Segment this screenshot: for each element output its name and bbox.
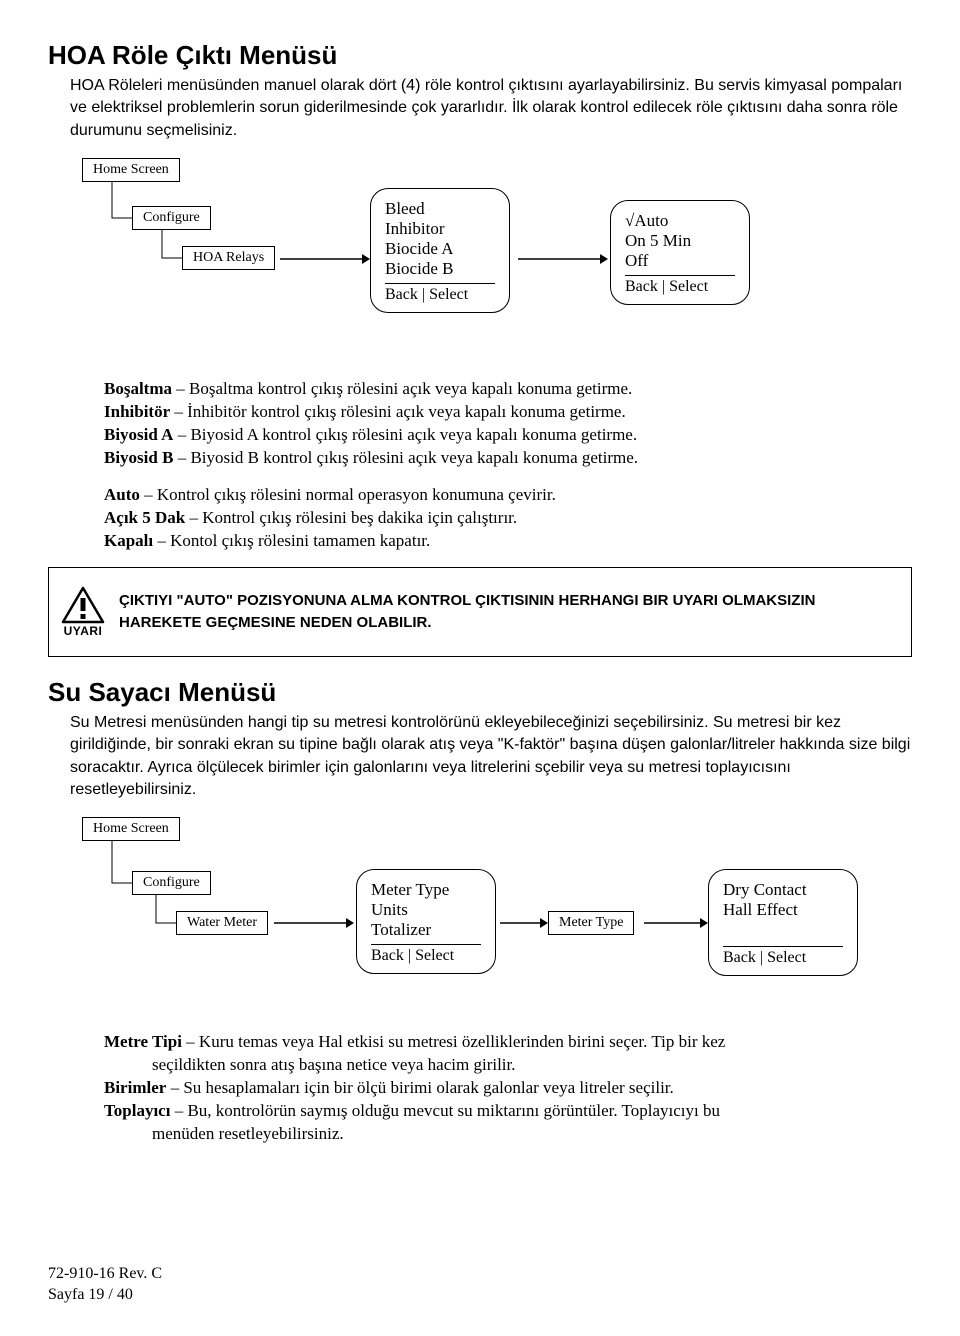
hoa-title: HOA Röle Çıktı Menüsü	[48, 40, 912, 71]
hoa-body: HOA Röleleri menüsünden manuel olarak dö…	[48, 75, 912, 142]
menu-footer: Back | Select	[385, 283, 495, 304]
term: Kapalı	[104, 531, 153, 550]
def: – Su hesaplamaları için bir ölçü birimi …	[166, 1078, 673, 1097]
def-cont: seçildikten sonra atış başına netice vey…	[104, 1054, 912, 1077]
menu-item: Totalizer	[371, 920, 481, 940]
term: Açık 5 Dak	[104, 508, 185, 527]
warning-label: UYARI	[64, 624, 103, 638]
term: Biyosid A	[104, 425, 173, 444]
menu-item: Biocide A	[385, 239, 495, 259]
page-footer: 72-910-16 Rev. C Sayfa 19 / 40	[48, 1264, 162, 1306]
box-meter-type: Meter Type	[548, 911, 634, 935]
menu-item: On 5 Min	[625, 231, 735, 251]
box-home: Home Screen	[82, 817, 180, 841]
water-title: Su Sayacı Menüsü	[48, 677, 912, 708]
menu-item: √Auto	[625, 211, 735, 231]
term: Toplayıcı	[104, 1101, 170, 1120]
box-home: Home Screen	[82, 158, 180, 182]
hoa-flow: Home Screen Configure HOA Relays Bleed I…	[48, 158, 912, 358]
term: Biyosid B	[104, 448, 173, 467]
connector-lines	[48, 817, 348, 977]
menu-item: Bleed	[385, 199, 495, 219]
menu-footer: Back | Select	[723, 946, 843, 967]
warning-text: ÇIKTIYI "AUTO" POZISYONUNA ALMA KONTROL …	[119, 590, 899, 634]
water-flow: Home Screen Configure Water Meter Meter …	[48, 817, 912, 1017]
term: Inhibitör	[104, 402, 170, 421]
water-menu2: Dry Contact Hall Effect Back | Select	[708, 869, 858, 976]
def: – Kuru temas veya Hal etkisi su metresi …	[182, 1032, 725, 1051]
arrow-icon	[274, 917, 364, 929]
def: – Biyosid B kontrol çıkış rölesini açık …	[173, 448, 638, 467]
menu-item: Inhibitor	[385, 219, 495, 239]
def: – Bu, kontrolörün saymış olduğu mevcut s…	[170, 1101, 720, 1120]
page-number: Sayfa 19 / 40	[48, 1285, 162, 1306]
menu-item: Off	[625, 251, 735, 271]
menu-item: Hall Effect	[723, 900, 843, 920]
hoa-descr2: Auto – Kontrol çıkış rölesini normal ope…	[48, 484, 912, 553]
term: Birimler	[104, 1078, 166, 1097]
def-cont: menüden resetleyebilirsiniz.	[104, 1123, 912, 1146]
def: – Kontol çıkış rölesini tamamen kapatır.	[153, 531, 430, 550]
term: Metre Tipi	[104, 1032, 182, 1051]
water-menu1: Meter Type Units Totalizer Back | Select	[356, 869, 496, 974]
arrow-icon	[644, 917, 714, 929]
warning-box: UYARI ÇIKTIYI "AUTO" POZISYONUNA ALMA KO…	[48, 567, 912, 657]
term: Auto	[104, 485, 140, 504]
arrow-icon	[500, 917, 552, 929]
water-descr: Metre Tipi – Kuru temas veya Hal etkisi …	[48, 1031, 912, 1146]
hoa-menu1: Bleed Inhibitor Biocide A Biocide B Back…	[370, 188, 510, 313]
menu-footer: Back | Select	[371, 944, 481, 965]
arrow-icon	[280, 253, 380, 265]
menu-item: Units	[371, 900, 481, 920]
hoa-menu2: √Auto On 5 Min Off Back | Select	[610, 200, 750, 305]
menu-footer: Back | Select	[625, 275, 735, 296]
warning-icon: UYARI	[61, 586, 105, 638]
doc-rev: 72-910-16 Rev. C	[48, 1264, 162, 1285]
connector-lines	[48, 158, 348, 318]
term: Boşaltma	[104, 379, 172, 398]
def: – Kontrol çıkış rölesini beş dakika için…	[185, 508, 517, 527]
water-body: Su Metresi menüsünden hangi tip su metre…	[48, 712, 912, 802]
def: – Kontrol çıkış rölesini normal operasyo…	[140, 485, 556, 504]
box-configure: Configure	[132, 206, 211, 230]
box-hoa-relays: HOA Relays	[182, 246, 275, 270]
hoa-descr1: Boşaltma – Boşaltma kontrol çıkış rölesi…	[48, 378, 912, 470]
def: – İnhibitör kontrol çıkış rölesini açık …	[170, 402, 626, 421]
menu-item: Biocide B	[385, 259, 495, 279]
def: – Boşaltma kontrol çıkış rölesini açık v…	[172, 379, 632, 398]
menu-item: Meter Type	[371, 880, 481, 900]
def: – Biyosid A kontrol çıkış rölesini açık …	[173, 425, 637, 444]
box-configure: Configure	[132, 871, 211, 895]
menu-item: Dry Contact	[723, 880, 843, 900]
box-water-meter: Water Meter	[176, 911, 268, 935]
arrow-icon	[518, 253, 618, 265]
